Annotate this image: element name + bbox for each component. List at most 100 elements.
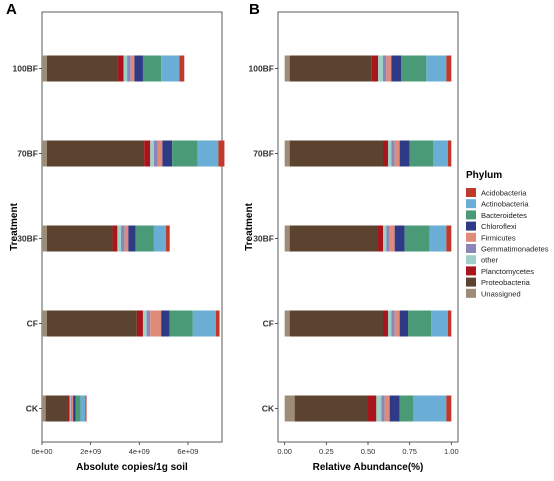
bar-segment-actinobacteria — [192, 310, 216, 337]
bar-segment-proteobacteria — [46, 310, 137, 337]
bar-segment-other — [378, 55, 383, 82]
legend-swatch — [466, 221, 476, 231]
legend-label: Actinobacteria — [481, 200, 529, 209]
x-tick-label: 0.00 — [277, 447, 292, 456]
x-tick-label: 0.75 — [402, 447, 417, 456]
bar-segment-proteobacteria — [289, 140, 383, 167]
bar-100bf — [284, 55, 452, 82]
bar-segment-other — [383, 225, 387, 252]
bar-segment-actinobacteria — [431, 310, 448, 337]
bar-segment-actinobacteria — [197, 140, 219, 167]
bar-segment-proteobacteria — [46, 225, 113, 252]
bar-segment-actinobacteria — [153, 225, 167, 252]
legend-label: other — [481, 256, 499, 265]
y-tick-label: CF — [263, 319, 274, 329]
bar-segment-actinobacteria — [413, 395, 447, 422]
legend-item-planctomycetes: Planctomycetes — [466, 266, 534, 276]
legend-swatch — [466, 199, 476, 209]
bar-segment-other — [150, 140, 154, 167]
legend-label: Chloroflexi — [481, 222, 517, 231]
bar-segment-planctomycetes — [371, 55, 378, 82]
bar-segment-chloroflexi — [389, 395, 400, 422]
bar-segment-bacteroidetes — [75, 395, 81, 422]
legend-label: Bacteroidetes — [481, 211, 527, 220]
bar-segment-actinobacteria — [426, 55, 447, 82]
bar-segment-actinobacteria — [429, 225, 447, 252]
bar-segment-firmicutes — [394, 140, 400, 167]
bar-segment-planctomycetes — [144, 140, 151, 167]
legend-label: Gemmatimonadetes — [481, 245, 549, 254]
legend-item-proteobacteria: Proteobacteria — [466, 277, 531, 287]
bar-segment-chloroflexi — [128, 225, 136, 252]
x-tick-label: 4e+09 — [129, 447, 150, 456]
bar-segment-acidobacteria — [85, 395, 87, 422]
bar-segment-gemmatimonadetes — [391, 140, 395, 167]
bar-segment-gemmatimonadetes — [383, 55, 387, 82]
bar-100bf — [42, 55, 185, 82]
y-tick-label: 30BF — [17, 234, 38, 244]
bar-ck — [284, 395, 452, 422]
y-tick-label: 70BF — [17, 149, 38, 159]
bar-segment-unassigned — [42, 140, 47, 167]
bar-segment-proteobacteria — [289, 225, 378, 252]
legend-label: Firmicutes — [481, 233, 516, 242]
bar-segment-chloroflexi — [134, 55, 143, 82]
legend-label: Unassigned — [481, 289, 521, 298]
x-axis-title: Relative Abundance(%) — [313, 462, 424, 473]
bar-segment-acidobacteria — [166, 225, 170, 252]
bar-segment-chloroflexi — [394, 225, 405, 252]
bar-segment-firmicutes — [130, 55, 135, 82]
bar-segment-planctomycetes — [378, 225, 383, 252]
panel-a: A 100BF 70BF 30BF CF CK 0e+00 2e+09 4e+09 6e+09 Ab… — [6, 1, 225, 473]
bar-segment-unassigned — [284, 395, 295, 422]
panel-letter: A — [6, 1, 17, 18]
x-axis-title: Absolute copies/1g soil — [76, 462, 188, 473]
panel-letter: B — [249, 1, 260, 18]
bar-segment-unassigned — [42, 225, 47, 252]
legend-item-bacteroidetes: Bacteroidetes — [466, 210, 527, 220]
legend: Phylum Acidobacteria Actinobacteria Bactero… — [466, 170, 549, 298]
legend-item-other: other — [466, 255, 499, 265]
bar-segment-acidobacteria — [448, 140, 452, 167]
panel-b: B 100BF 70BF 30BF CF CK 0.00 0.25 0.50 0.75 1.00 Re… — [244, 1, 459, 473]
bar-segment-chloroflexi — [73, 395, 76, 422]
y-tick-label: CK — [26, 404, 39, 414]
bar-segment-acidobacteria — [446, 225, 452, 252]
x-tick-label: 6e+09 — [177, 447, 198, 456]
y-tick-label: 70BF — [253, 149, 274, 159]
bar-segment-firmicutes — [384, 395, 390, 422]
legend-swatch — [466, 244, 476, 253]
bar-segment-other — [117, 225, 122, 252]
bar-segment-acidobacteria — [446, 395, 452, 422]
bar-segment-actinobacteria — [80, 395, 86, 422]
bar-segment-bacteroidetes — [408, 310, 432, 337]
bar-segment-gemmatimonadetes — [391, 310, 395, 337]
bar-segment-unassigned — [284, 225, 290, 252]
bar-segment-planctomycetes — [67, 395, 70, 422]
bar-segment-actinobacteria — [433, 140, 448, 167]
bar-cf — [284, 310, 452, 337]
legend-item-unassigned: Unassigned — [466, 288, 521, 298]
y-tick-label: 100BF — [12, 64, 38, 74]
bar-segment-acidobacteria — [215, 310, 220, 337]
bar-70bf — [42, 140, 225, 167]
x-tick-label: 1.00 — [444, 447, 459, 456]
bar-segment-bacteroidetes — [135, 225, 154, 252]
bar-segment-chloroflexi — [399, 140, 410, 167]
legend-swatch — [466, 210, 476, 220]
legend-label: Acidobacteria — [481, 189, 527, 198]
bar-segment-bacteroidetes — [169, 310, 193, 337]
bar-segment-gemmatimonadetes — [153, 140, 158, 167]
bar-segment-chloroflexi — [161, 310, 170, 337]
legend-item-actinobacteria: Actinobacteria — [466, 199, 529, 209]
legend-label: Planctomycetes — [481, 267, 534, 276]
bar-segment-other — [123, 55, 128, 82]
bar-segment-chloroflexi — [162, 140, 173, 167]
bar-segment-gemmatimonadetes — [121, 225, 125, 252]
bar-segment-unassigned — [284, 55, 290, 82]
y-axis-title: Treatment — [9, 202, 20, 250]
bar-segment-planctomycetes — [136, 310, 143, 337]
bar-segment-unassigned — [42, 395, 46, 422]
